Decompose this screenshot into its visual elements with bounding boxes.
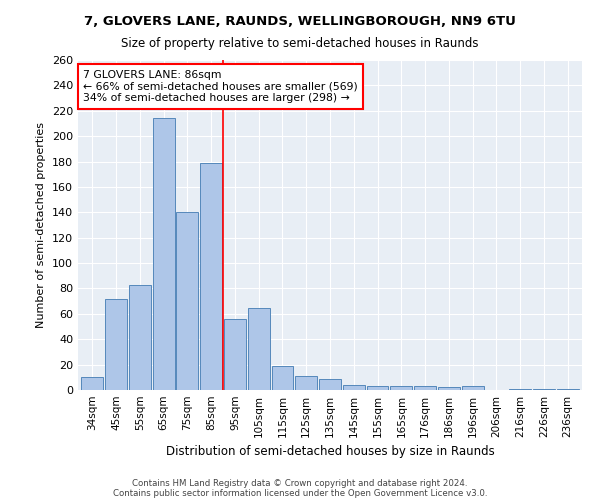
Bar: [391, 386, 412, 390]
Bar: [438, 388, 460, 390]
Text: Contains public sector information licensed under the Open Government Licence v3: Contains public sector information licen…: [113, 488, 487, 498]
Bar: [557, 388, 578, 390]
Bar: [414, 386, 436, 390]
Bar: [295, 376, 317, 390]
Text: Size of property relative to semi-detached houses in Raunds: Size of property relative to semi-detach…: [121, 38, 479, 51]
Bar: [272, 366, 293, 390]
Bar: [319, 378, 341, 390]
Bar: [176, 212, 198, 390]
Bar: [82, 378, 103, 390]
Bar: [105, 298, 127, 390]
Bar: [248, 308, 269, 390]
Text: Contains HM Land Registry data © Crown copyright and database right 2024.: Contains HM Land Registry data © Crown c…: [132, 478, 468, 488]
Bar: [200, 163, 222, 390]
Text: 7, GLOVERS LANE, RAUNDS, WELLINGBOROUGH, NN9 6TU: 7, GLOVERS LANE, RAUNDS, WELLINGBOROUGH,…: [84, 15, 516, 28]
Y-axis label: Number of semi-detached properties: Number of semi-detached properties: [37, 122, 46, 328]
Bar: [367, 386, 388, 390]
X-axis label: Distribution of semi-detached houses by size in Raunds: Distribution of semi-detached houses by …: [166, 446, 494, 458]
Bar: [129, 284, 151, 390]
Bar: [224, 319, 246, 390]
Bar: [152, 118, 175, 390]
Bar: [343, 385, 365, 390]
Text: 7 GLOVERS LANE: 86sqm
← 66% of semi-detached houses are smaller (569)
34% of sem: 7 GLOVERS LANE: 86sqm ← 66% of semi-deta…: [83, 70, 358, 103]
Bar: [462, 386, 484, 390]
Bar: [509, 388, 531, 390]
Bar: [533, 388, 555, 390]
